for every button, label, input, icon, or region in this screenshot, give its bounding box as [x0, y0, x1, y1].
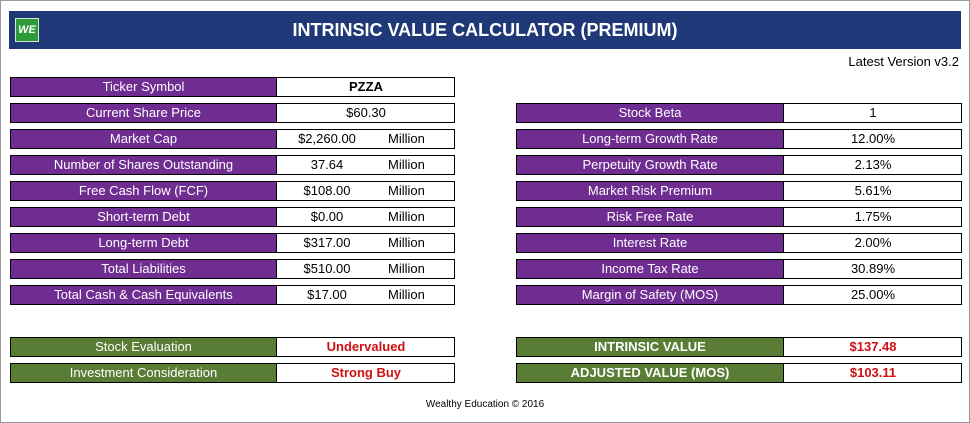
row-label: Stock Evaluation: [10, 337, 277, 357]
interest-rate-input[interactable]: 2.00%: [784, 233, 962, 253]
fcf-input[interactable]: $108.00 Million: [277, 181, 455, 201]
investment-consideration-output: Strong Buy: [277, 363, 455, 383]
cell-value: 1: [869, 105, 877, 120]
cell-value: $103.11: [849, 365, 897, 380]
header-bar: INTRINSIC VALUE CALCULATOR (PREMIUM) WE: [9, 11, 961, 49]
stock-beta-input[interactable]: 1: [784, 103, 962, 123]
cell-value: 2.13%: [854, 157, 892, 172]
page-title: INTRINSIC VALUE CALCULATOR (PREMIUM): [292, 20, 678, 40]
risk-free-rate-input[interactable]: 1.75%: [784, 207, 962, 227]
cell-value: 30.89%: [850, 261, 896, 276]
unit-label: Million: [388, 209, 425, 224]
cell-value: $317.00: [303, 235, 351, 250]
row-label: INTRINSIC VALUE: [516, 337, 784, 357]
unit-label: Million: [388, 131, 425, 146]
long-term-growth-input[interactable]: 12.00%: [784, 129, 962, 149]
cell-value: $60.30: [346, 105, 386, 120]
row-label: ADJUSTED VALUE (MOS): [516, 363, 784, 383]
row-label: Market Risk Premium: [516, 181, 784, 201]
short-term-debt-input[interactable]: $0.00 Million: [277, 207, 455, 227]
row-label: Market Cap: [10, 129, 277, 149]
shares-outstanding-input[interactable]: 37.64 Million: [277, 155, 455, 175]
row-label: Stock Beta: [516, 103, 784, 123]
row-label: Current Share Price: [10, 103, 277, 123]
row-label: Investment Consideration: [10, 363, 277, 383]
cell-value: $137.48: [849, 339, 897, 354]
row-label: Margin of Safety (MOS): [516, 285, 784, 305]
market-risk-premium-input[interactable]: 5.61%: [784, 181, 962, 201]
cell-value: $108.00: [303, 183, 351, 198]
unit-label: Million: [388, 261, 425, 276]
cell-value: Undervalued: [326, 339, 406, 354]
ticker-input[interactable]: PZZA: [277, 77, 455, 97]
row-label: Long-term Growth Rate: [516, 129, 784, 149]
row-label: Interest Rate: [516, 233, 784, 253]
cell-value: Strong Buy: [330, 365, 402, 380]
total-liabilities-input[interactable]: $510.00 Million: [277, 259, 455, 279]
cell-value: $510.00: [303, 261, 351, 276]
cell-value: PZZA: [349, 79, 383, 94]
cell-value: 37.64: [310, 157, 344, 172]
share-price-input[interactable]: $60.30: [277, 103, 455, 123]
row-label: Long-term Debt: [10, 233, 277, 253]
cell-value: 25.00%: [850, 287, 896, 302]
perpetuity-growth-input[interactable]: 2.13%: [784, 155, 962, 175]
income-tax-rate-input[interactable]: 30.89%: [784, 259, 962, 279]
row-label: Perpetuity Growth Rate: [516, 155, 784, 175]
long-term-debt-input[interactable]: $317.00 Million: [277, 233, 455, 253]
row-label: Short-term Debt: [10, 207, 277, 227]
unit-label: Million: [388, 157, 425, 172]
row-label: Risk Free Rate: [516, 207, 784, 227]
row-label: Free Cash Flow (FCF): [10, 181, 277, 201]
row-label: Number of Shares Outstanding: [10, 155, 277, 175]
market-cap-input[interactable]: $2,260.00 Million: [277, 129, 455, 149]
row-label: Income Tax Rate: [516, 259, 784, 279]
margin-of-safety-input[interactable]: 25.00%: [784, 285, 962, 305]
cell-value: $0.00: [310, 209, 344, 224]
version-label: Latest Version v3.2: [848, 54, 959, 69]
row-label: Ticker Symbol: [10, 77, 277, 97]
adjusted-value-output: $103.11: [784, 363, 962, 383]
total-cash-input[interactable]: $17.00 Million: [277, 285, 455, 305]
row-label: Total Cash & Cash Equivalents: [10, 285, 277, 305]
cell-value: 1.75%: [854, 209, 892, 224]
cell-value: 5.61%: [854, 183, 892, 198]
unit-label: Million: [388, 287, 425, 302]
cell-value: 2.00%: [854, 235, 892, 250]
footer-copyright: Wealthy Education © 2016: [425, 399, 545, 410]
stock-evaluation-output: Undervalued: [277, 337, 455, 357]
cell-value: $2,260.00: [298, 131, 356, 146]
intrinsic-value-output: $137.48: [784, 337, 962, 357]
row-label: Total Liabilities: [10, 259, 277, 279]
unit-label: Million: [388, 235, 425, 250]
wealthy-education-logo-icon: WE: [15, 18, 39, 42]
cell-value: $17.00: [307, 287, 347, 302]
unit-label: Million: [388, 183, 425, 198]
cell-value: 12.00%: [850, 131, 896, 146]
